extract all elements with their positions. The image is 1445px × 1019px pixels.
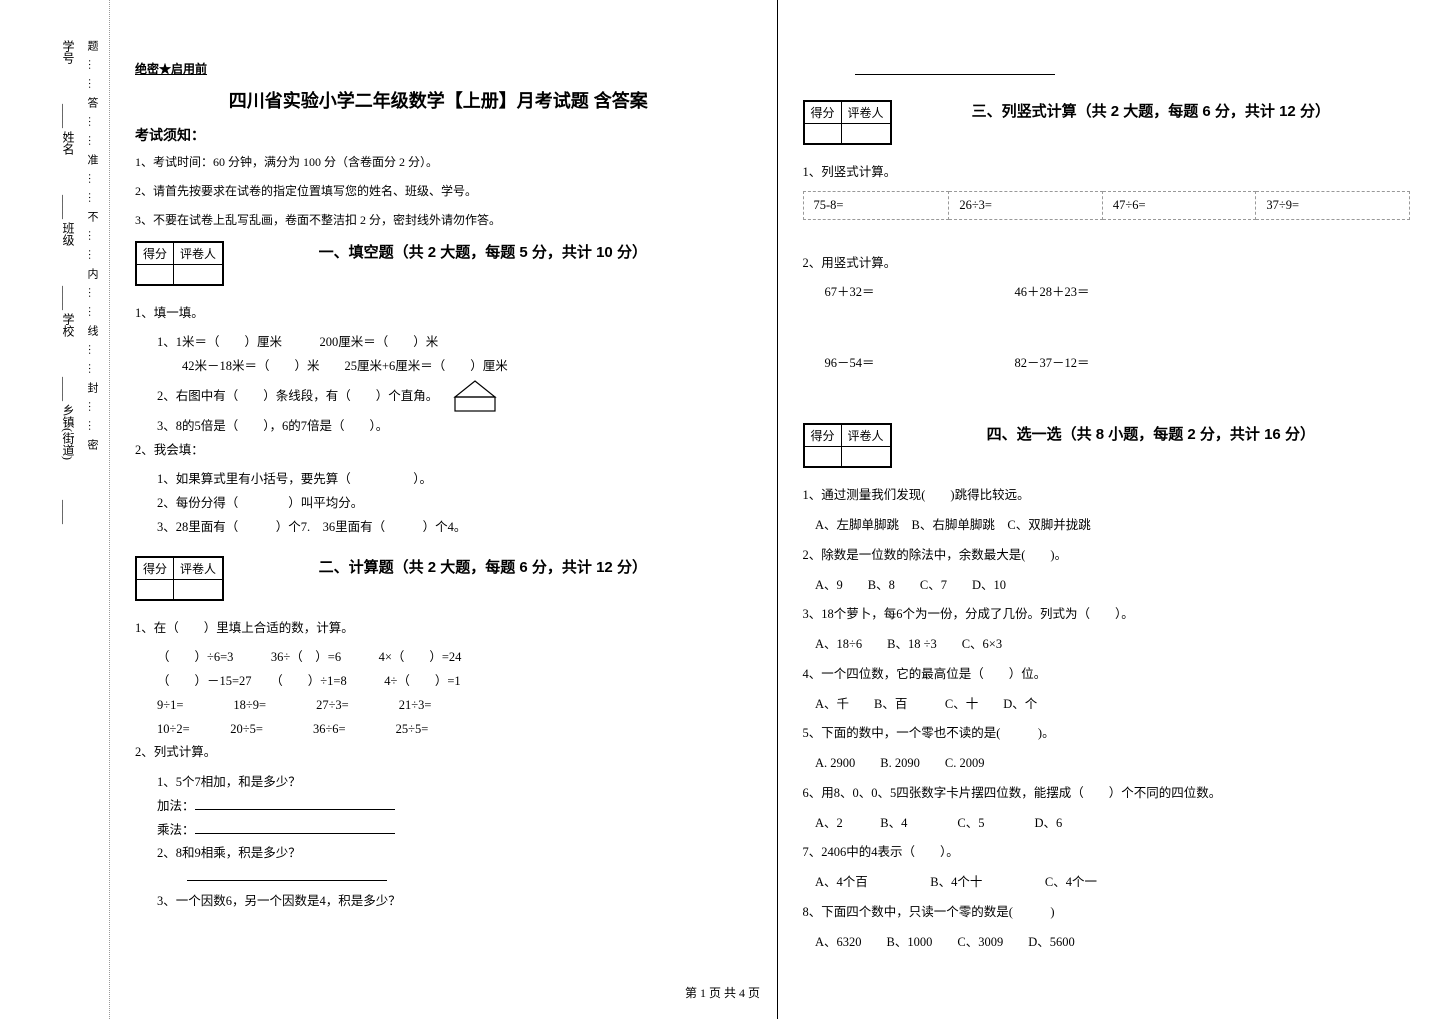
field-student-id: 学号 [56, 40, 80, 64]
calc-cell-3: 47÷6= [1102, 191, 1256, 219]
section1-title: 一、填空题（共 2 大题，每题 5 分，共计 10 分） [224, 241, 741, 262]
s2-q1-r4: 10÷2= 20÷5= 36÷6= 25÷5= [157, 718, 742, 742]
s4-6o: A、2 B、4 C、5 D、6 [803, 812, 1411, 836]
section3-header: 得分 评卷人 三、列竖式计算（共 2 大题，每题 6 分，共计 12 分） [803, 100, 1411, 153]
confidential-label: 绝密★启用前 [135, 60, 742, 77]
exam-title: 四川省实验小学二年级数学【上册】月考试题 含答案 [135, 87, 742, 113]
page-footer: 第 1 页 共 4 页 [0, 984, 1445, 1001]
triangle-rect-icon [445, 379, 505, 415]
right-column: 得分 评卷人 三、列竖式计算（共 2 大题，每题 6 分，共计 12 分） 1、… [778, 0, 1445, 1019]
field-class: 班级 [56, 222, 80, 246]
s4-3: 3、18个萝卜，每6个为一份，分成了几份。列式为（ ）。 [803, 603, 1411, 627]
field-township: 乡镇(街道) [56, 404, 80, 460]
s4-7: 7、2406中的4表示（ ）。 [803, 841, 1411, 865]
s4-3o: A、18÷6 B、18 ÷3 C、6×3 [803, 633, 1411, 657]
s1-q1-3: 3、8的5倍是（ ），6的7倍是（ ）。 [157, 415, 742, 439]
s4-5o: A. 2900 B. 2090 C. 2009 [803, 752, 1411, 776]
binding-fields: 学号____ 姓名____ 班级____ 学校____ 乡镇(街道)____ [60, 40, 80, 524]
s2-q2-2: 2、8和9相乘，积是多少？ [157, 842, 742, 866]
s4-5: 5、下面的数中，一个零也不读的是( )。 [803, 722, 1411, 746]
s1-q1-2-text: 2、右图中有（ ）条线段，有（ ）个直角。 [157, 389, 438, 403]
notice-2: 2、请首先按要求在试卷的指定位置填写您的姓名、班级、学号。 [135, 182, 742, 201]
s1-q2-3: 3、28里面有（ ）个7. 36里面有（ ）个4。 [157, 516, 742, 540]
score-cell: 得分 [137, 242, 174, 264]
vertical-calc-table: 75-8= 26÷3= 47÷6= 37÷9= [803, 191, 1411, 220]
s3-q2-r1: 67＋32＝ 46＋28＋23＝ [825, 281, 1411, 300]
s2-q1-r3: 9÷1= 18÷9= 27÷3= 21÷3= [157, 694, 742, 718]
s4-2o: A、9 B、8 C、7 D、10 [803, 574, 1411, 598]
notice-3: 3、不要在试卷上乱写乱画，卷面不整洁扣 2 分，密封线外请勿作答。 [135, 211, 742, 230]
s3-q2: 2、用竖式计算。 [803, 252, 1411, 276]
left-column: 绝密★启用前 四川省实验小学二年级数学【上册】月考试题 含答案 考试须知： 1、… [110, 0, 778, 1019]
score-box-3: 得分 评卷人 [803, 100, 892, 145]
s4-6: 6、用8、0、0、5四张数字卡片摆四位数，能摆成（ ）个不同的四位数。 [803, 782, 1411, 806]
s4-4o: A、千 B、百 C、十 D、个 [803, 693, 1411, 717]
field-school: 学校 [56, 313, 80, 337]
field-name: 姓名 [56, 131, 80, 155]
calc-cell-4: 37÷9= [1256, 191, 1410, 219]
s2-q1-r1: （ ）÷6=3 36÷（ ）=6 4×（ ）=24 [157, 646, 742, 670]
s1-q1-1: 1、1米＝（ ）厘米 200厘米＝（ ）米 [157, 331, 742, 355]
s1-q2-2: 2、每份分得（ ）叫平均分。 [157, 492, 742, 516]
s4-7o: A、4个百 B、4个十 C、4个一 [803, 871, 1411, 895]
section2-title: 二、计算题（共 2 大题，每题 6 分，共计 12 分） [224, 556, 741, 577]
s4-8o: A、6320 B、1000 C、3009 D、5600 [803, 931, 1411, 955]
s4-4: 4、一个四位数，它的最高位是（ ）位。 [803, 663, 1411, 687]
calc-cell-1: 75-8= [803, 191, 949, 219]
s2-q2-1: 1、5个7相加，和是多少？ [157, 771, 742, 795]
score-box: 得分 评卷人 [135, 241, 224, 286]
s1-q1-1b: 42米－18米＝（ ）米 25厘米+6厘米＝（ ）厘米 [157, 355, 742, 379]
s3-q2-r2: 96－54＝ 82－37－12＝ [825, 352, 1411, 371]
notice-header: 考试须知： [135, 125, 742, 145]
s1-q1-2: 2、右图中有（ ）条线段，有（ ）个直角。 [157, 379, 742, 415]
s2-q2-add: 加法： [157, 795, 742, 819]
binding-margin: 学号____ 姓名____ 班级____ 学校____ 乡镇(街道)____ 题… [0, 0, 110, 1019]
s4-8: 8、下面四个数中，只读一个零的数是( ) [803, 901, 1411, 925]
calc-cell-2: 26÷3= [949, 191, 1103, 219]
s3-q1: 1、列竖式计算。 [803, 161, 1411, 185]
s4-1o: A、左脚单脚跳 B、右脚单脚跳 C、双脚并拢跳 [803, 514, 1411, 538]
score-box-2: 得分 评卷人 [135, 556, 224, 601]
s4-2: 2、除数是一位数的除法中，余数最大是( )。 [803, 544, 1411, 568]
s2-q1-r2: （ ）－15=27 （ ）÷1=8 4÷（ ）=1 [157, 670, 742, 694]
s2-q1: 1、在（ ）里填上合适的数，计算。 [135, 617, 742, 641]
section3-title: 三、列竖式计算（共 2 大题，每题 6 分，共计 12 分） [892, 100, 1410, 121]
s2-q2: 2、列式计算。 [135, 741, 742, 765]
s2-q2-3-blank [825, 60, 1411, 84]
s1-q2: 2、我会填： [135, 439, 742, 463]
section4-header: 得分 评卷人 四、选一选（共 8 小题，每题 2 分，共计 16 分） [803, 423, 1411, 476]
exam-page: 绝密★启用前 四川省实验小学二年级数学【上册】月考试题 含答案 考试须知： 1、… [110, 0, 1445, 1019]
grader-cell: 评卷人 [174, 242, 223, 264]
notice-1: 1、考试时间：60 分钟，满分为 100 分（含卷面分 2 分）。 [135, 153, 742, 172]
s1-q1: 1、填一填。 [135, 302, 742, 326]
s1-q2-1: 1、如果算式里有小括号，要先算（ ）。 [157, 468, 742, 492]
s4-1: 1、通过测量我们发现( )跳得比较远。 [803, 484, 1411, 508]
binding-seal-text: 题……答……准……不……内……线……封……密 [85, 40, 100, 458]
section4-title: 四、选一选（共 8 小题，每题 2 分，共计 16 分） [892, 423, 1410, 444]
score-box-4: 得分 评卷人 [803, 423, 892, 468]
section1-header: 得分 评卷人 一、填空题（共 2 大题，每题 5 分，共计 10 分） [135, 241, 742, 294]
s2-q2-mul: 乘法： [157, 819, 742, 843]
s2-q2-3: 3、一个因数6，另一个因数是4，积是多少？ [157, 890, 742, 914]
s2-q2-2b [157, 866, 742, 890]
section2-header: 得分 评卷人 二、计算题（共 2 大题，每题 6 分，共计 12 分） [135, 556, 742, 609]
